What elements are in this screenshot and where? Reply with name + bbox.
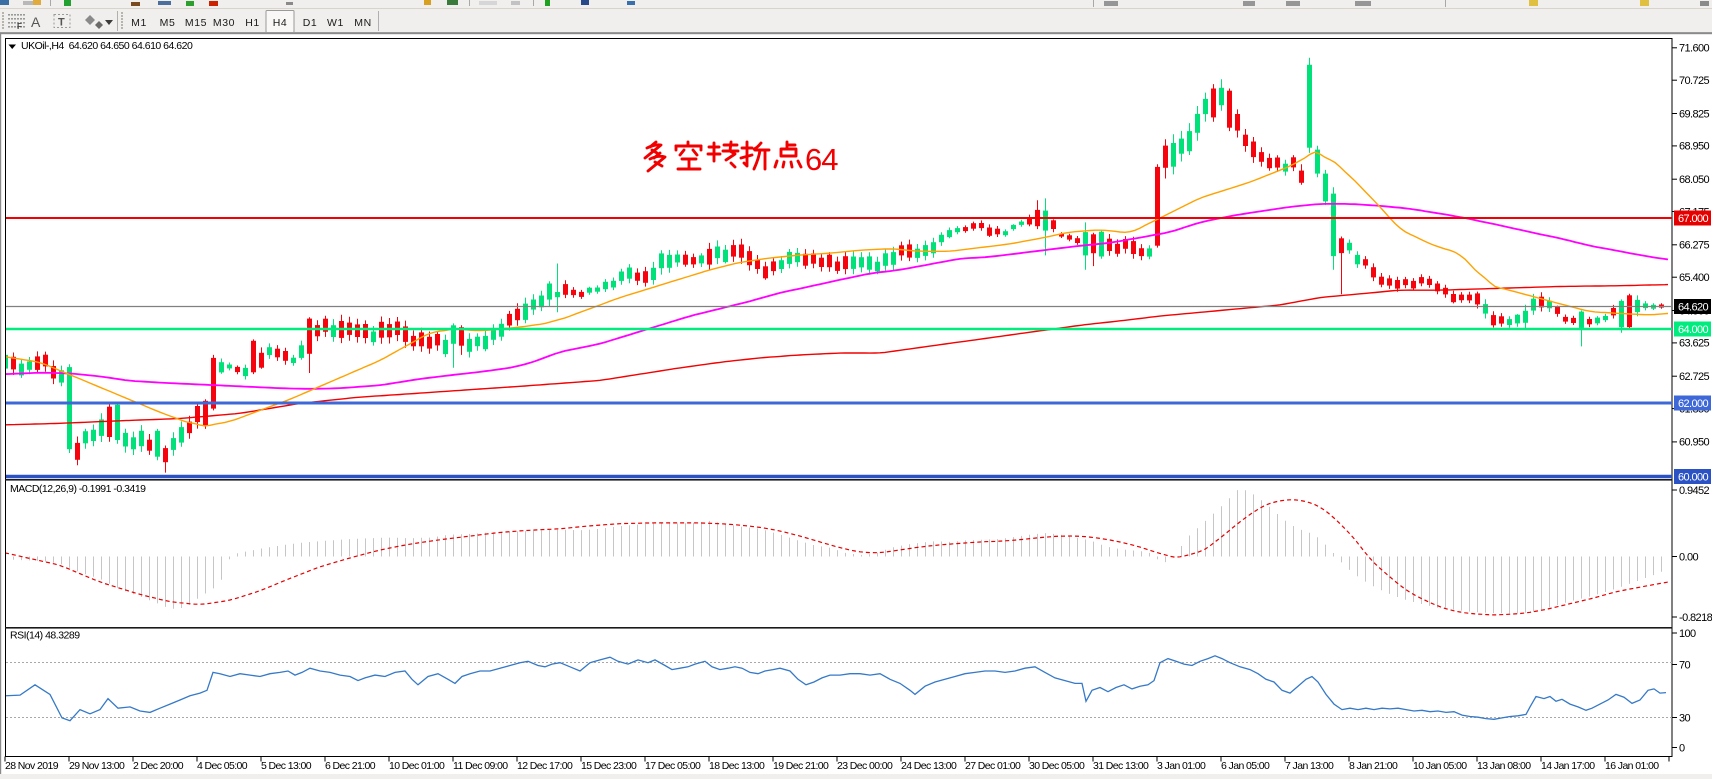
svg-text:RSI(14) 48.3289: RSI(14) 48.3289 [10,630,80,642]
svg-text:24 Dec 13:00: 24 Dec 13:00 [901,760,957,772]
svg-text:MN: MN [354,17,372,29]
svg-text:3 Jan 01:00: 3 Jan 01:00 [1157,760,1206,772]
svg-text:16 Jan 01:00: 16 Jan 01:00 [1605,760,1659,772]
svg-text:68.950: 68.950 [1679,141,1710,153]
svg-text:10 Jan 05:00: 10 Jan 05:00 [1413,760,1467,772]
svg-text:28 Nov 2019: 28 Nov 2019 [5,760,59,772]
svg-text:30: 30 [1679,712,1691,724]
svg-text:4 Dec 05:00: 4 Dec 05:00 [197,760,248,772]
svg-text:M1: M1 [131,17,147,29]
svg-text:66.275: 66.275 [1679,240,1710,252]
svg-text:60.950: 60.950 [1679,437,1710,449]
svg-text:11 Dec 09:00: 11 Dec 09:00 [453,760,508,772]
svg-text:14 Jan 17:00: 14 Jan 17:00 [1541,760,1595,772]
svg-text:62.000: 62.000 [1678,398,1709,410]
svg-text:62.725: 62.725 [1679,371,1710,383]
svg-text:0.00: 0.00 [1679,551,1698,563]
svg-text:H4: H4 [273,17,288,29]
svg-text:65.400: 65.400 [1679,272,1710,284]
svg-text:70.725: 70.725 [1679,75,1710,87]
svg-text:T: T [58,17,65,29]
svg-text:7 Jan 13:00: 7 Jan 13:00 [1285,760,1334,772]
svg-text:27 Dec 01:00: 27 Dec 01:00 [965,760,1021,772]
svg-text:2 Dec 20:00: 2 Dec 20:00 [133,760,184,772]
svg-text:MACD(12,26,9) -0.1991 -0.3419: MACD(12,26,9) -0.1991 -0.3419 [10,483,146,495]
svg-text:64: 64 [805,142,838,177]
svg-text:19 Dec 21:00: 19 Dec 21:00 [773,760,829,772]
svg-text:17 Dec 05:00: 17 Dec 05:00 [645,760,701,772]
svg-text:15 Dec 23:00: 15 Dec 23:00 [581,760,637,772]
svg-text:18 Dec 13:00: 18 Dec 13:00 [709,760,765,772]
svg-text:70: 70 [1679,659,1691,671]
svg-text:-0.8218: -0.8218 [1679,612,1712,624]
svg-text:M15: M15 [185,17,207,29]
svg-text:UKOil-,H4 64.620 64.650 64.61: UKOil-,H4 64.620 64.650 64.610 64.620 [21,40,193,52]
svg-text:64.620: 64.620 [1678,302,1709,314]
svg-text:67.000: 67.000 [1678,213,1709,225]
svg-text:D1: D1 [303,17,318,29]
svg-text:60.000: 60.000 [1678,472,1709,484]
svg-text:30 Dec 05:00: 30 Dec 05:00 [1029,760,1085,772]
svg-text:W1: W1 [327,17,344,29]
svg-text:0: 0 [1679,742,1685,754]
svg-text:23 Dec 00:00: 23 Dec 00:00 [837,760,893,772]
svg-text:29 Nov 13:00: 29 Nov 13:00 [69,760,125,772]
svg-text:63.625: 63.625 [1679,338,1710,350]
svg-text:10 Dec 01:00: 10 Dec 01:00 [389,760,445,772]
svg-text:71.600: 71.600 [1679,43,1710,55]
svg-text:6 Jan 05:00: 6 Jan 05:00 [1221,760,1270,772]
svg-text:M5: M5 [160,17,176,29]
svg-text:0.9452: 0.9452 [1679,485,1710,497]
svg-text:69.825: 69.825 [1679,108,1710,120]
svg-text:31 Dec 13:00: 31 Dec 13:00 [1093,760,1149,772]
svg-text:6 Dec 21:00: 6 Dec 21:00 [325,760,376,772]
svg-text:A: A [31,14,41,30]
svg-text:H1: H1 [245,17,260,29]
svg-text:12 Dec 17:00: 12 Dec 17:00 [517,760,573,772]
svg-text:13 Jan 08:00: 13 Jan 08:00 [1477,760,1531,772]
svg-text:F: F [17,22,22,31]
svg-text:64.000: 64.000 [1678,324,1709,336]
svg-text:M30: M30 [213,17,235,29]
svg-text:8 Jan 21:00: 8 Jan 21:00 [1349,760,1398,772]
svg-text:100: 100 [1679,628,1696,640]
svg-text:5 Dec 13:00: 5 Dec 13:00 [261,760,312,772]
svg-text:68.050: 68.050 [1679,174,1710,186]
